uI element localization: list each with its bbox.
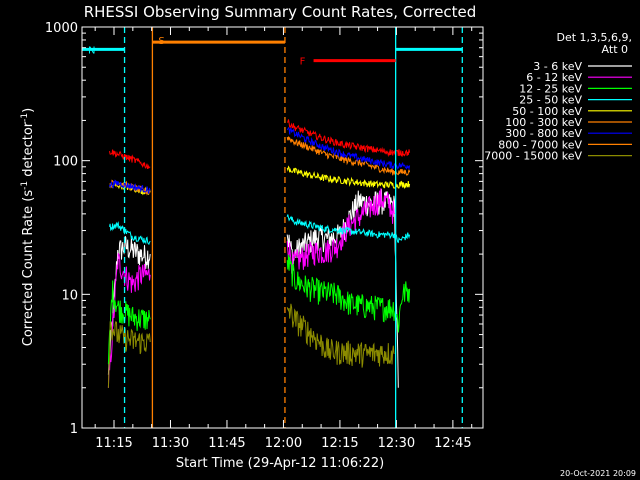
series-4-line-b <box>286 214 411 244</box>
series-9-line-b <box>286 303 395 368</box>
series-10-line-b <box>286 119 411 158</box>
series-5-line-b <box>286 165 411 190</box>
series-layer <box>107 119 411 388</box>
legend-label-3: 12 - 25 keV <box>519 82 582 95</box>
y-tick-label-1000: 1000 <box>45 21 78 36</box>
flag-label-F: F <box>300 57 306 68</box>
legend-label-6: 100 - 300 keV <box>505 116 582 129</box>
x-tick-label-12:00: 12:00 <box>265 436 302 451</box>
flag-label-N: N <box>88 45 95 56</box>
series-5 <box>109 165 411 196</box>
x-axis-label: Start Time (29-Apr-12 11:06:22) <box>176 456 384 471</box>
legend-label-8: 800 - 7000 keV <box>498 138 582 151</box>
legend-label-5: 50 - 100 keV <box>512 105 582 118</box>
legend-label-2: 6 - 12 keV <box>526 71 582 84</box>
y-tick-label-10: 10 <box>61 288 78 303</box>
x-tick-label-11:15: 11:15 <box>95 436 132 451</box>
series-4 <box>109 214 411 246</box>
series-3-line-a <box>107 280 151 365</box>
y-tick-label-1: 1 <box>70 422 78 437</box>
y-tick-label-100: 100 <box>53 155 78 170</box>
flag-label-S: S <box>158 36 164 47</box>
series-9 <box>107 303 395 388</box>
x-tick-label-11:45: 11:45 <box>208 436 245 451</box>
series-6-line-b <box>286 136 411 176</box>
series-10 <box>109 119 411 170</box>
legend-title-line-2: Att 0 <box>602 43 628 56</box>
series-7 <box>109 126 411 195</box>
legend-label-7: 300 - 800 keV <box>505 127 582 140</box>
legend-label-4: 25 - 50 keV <box>519 94 582 107</box>
footer-timestamp: 20-Oct-2021 20:09 <box>560 469 636 478</box>
y-axis-label: Corrected Count Rate (s-1 detector-1) <box>20 108 36 346</box>
series-1-line-a <box>107 235 151 375</box>
x-tick-label-11:30: 11:30 <box>152 436 189 451</box>
series-7-line-a <box>109 179 151 195</box>
series-4-line-a <box>109 221 151 246</box>
series-10-line-a <box>109 149 151 170</box>
plot-frame <box>81 26 484 429</box>
x-tick-label-12:15: 12:15 <box>321 436 358 451</box>
legend-title-line-1: Det 1,3,5,6,9, <box>556 31 632 44</box>
series-7-line-b <box>286 126 411 171</box>
legend-label-1: 3 - 6 keV <box>533 60 582 73</box>
series-3-line-b <box>286 254 411 333</box>
x-tick-label-12:30: 12:30 <box>378 436 415 451</box>
series-3 <box>107 254 411 365</box>
chart-title: RHESSI Observing Summary Count Rates, Co… <box>84 3 477 21</box>
x-tick-label-12:45: 12:45 <box>434 436 471 451</box>
series-9-line-a <box>107 320 151 388</box>
legend-label-9: 7000 - 15000 keV <box>484 150 582 163</box>
flag-layer: N S F <box>82 27 463 428</box>
axis-layer: 11:15 11:30 11:45 12:00 12:15 12:30 12:45 1 10 10… <box>45 21 483 451</box>
series-2-line-b <box>286 188 395 274</box>
series-2 <box>107 188 395 388</box>
series-2-line-a <box>107 253 151 388</box>
